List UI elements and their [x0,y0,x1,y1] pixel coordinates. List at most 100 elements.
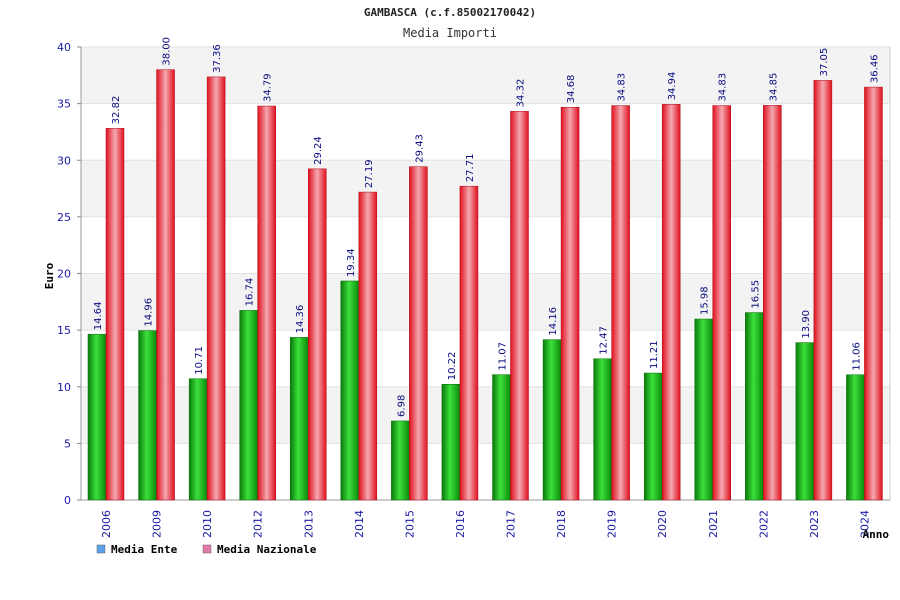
value-label: 38.00 [162,37,173,66]
bar-media-ente [492,374,511,501]
y-tick-label: 10 [57,381,71,394]
value-label: 10.22 [447,352,458,381]
y-tick-label: 40 [57,41,71,54]
x-axis-ticks: 2006 2009 2010 2012 2013 2014 2015 2016 2017 2018… [100,510,871,538]
x-tick-label: 2022 [757,510,770,538]
x-tick-label: 2023 [808,510,821,538]
value-label: 32.82 [111,96,122,125]
value-label: 12.47 [599,326,610,355]
bar-media-ente [643,372,663,501]
bar-media-nazionale [156,69,175,501]
legend: Media Ente Media Nazionale [96,543,317,556]
bar-media-ente [441,384,461,501]
value-label: 14.96 [144,298,155,327]
chart-subtitle: Media Importi [403,26,497,40]
value-label: 6.98 [396,395,407,417]
bar-media-ente [593,358,612,501]
x-tick-label: 2016 [454,510,467,538]
value-label: 29.43 [414,134,425,163]
bar-media-nazionale [661,104,681,501]
x-tick-label: 2014 [353,510,366,538]
value-label: 34.94 [667,72,678,101]
bar-media-nazionale [712,105,731,501]
bar-media-ente [290,337,309,501]
bar-media-nazionale [510,111,529,501]
legend-swatch-media-ente [96,544,106,554]
bar-media-ente [188,378,208,501]
bar-media-nazionale [763,105,782,501]
bar-media-ente [340,280,360,501]
value-label: 34.68 [566,75,577,104]
x-axis-label: Anno [863,528,890,541]
value-label: 34.83 [718,73,729,102]
bar-media-nazionale [358,191,378,501]
value-label: 37.36 [212,44,223,73]
bar-media-ente [391,420,410,501]
x-tick-label: 2006 [100,510,113,538]
y-tick-label: 20 [57,268,71,281]
y-tick-label: 30 [57,154,71,167]
bar-media-ente [745,312,764,501]
bar-media-ente [846,374,865,501]
value-label: 36.46 [869,54,880,83]
legend-label-media-nazionale: Media Nazionale [217,543,317,556]
value-label: 11.06 [851,342,862,371]
value-label: 16.55 [750,280,761,309]
bar-media-nazionale [813,80,833,501]
value-label: 34.83 [617,73,628,102]
x-tick-label: 2013 [302,510,315,538]
y-tick-label: 0 [64,494,71,507]
value-label: 29.24 [313,136,324,165]
value-label: 10.71 [194,346,205,375]
bar-media-ente [542,339,562,501]
value-label: 19.34 [346,248,357,277]
value-label: 14.36 [295,305,306,334]
chart-title: GAMBASCA (c.f.85002170042) [364,6,536,19]
bar-media-nazionale [206,76,226,501]
bar-media-nazionale [864,86,883,501]
x-tick-label: 2017 [505,510,518,538]
x-tick-label: 2018 [555,510,568,538]
x-tick-label: 2012 [252,510,265,538]
value-label: 15.98 [700,286,711,315]
x-tick-label: 2021 [707,510,720,538]
bar-media-nazionale [409,166,428,501]
bar-media-ente [239,310,258,501]
legend-label-media-ente: Media Ente [111,543,178,556]
x-tick-label: 2024 [858,510,871,538]
value-label: 14.16 [548,307,559,336]
x-tick-label: 2020 [656,510,669,538]
y-axis-label: Euro [43,262,56,289]
value-label: 34.85 [768,73,779,102]
legend-swatch-media-nazionale [202,544,212,554]
x-tick-label: 2019 [606,510,619,538]
bars [87,69,883,501]
bar-media-ente [87,333,107,501]
y-tick-label: 5 [64,437,71,450]
x-tick-label: 2010 [201,510,214,538]
x-tick-label: 2015 [403,510,416,538]
value-label: 27.71 [465,154,476,183]
value-label: 11.07 [498,342,509,371]
bar-media-nazionale [459,185,479,501]
x-tick-label: 2009 [151,510,164,538]
bar-media-nazionale [560,106,580,501]
value-label: 34.79 [263,73,274,102]
bar-media-nazionale [257,105,276,501]
y-tick-label: 35 [57,98,71,111]
value-label: 13.90 [801,310,812,339]
value-label: 34.32 [516,79,527,108]
value-label: 16.74 [245,278,256,307]
value-label: 37.05 [819,48,830,77]
y-tick-label: 25 [57,211,71,224]
bar-media-nazionale [105,128,125,501]
bar-media-ente [138,330,157,501]
bar-media-ente [795,342,815,501]
value-labels: 14.64 32.82 14.96 38.00 10.71 37.36 16.74 34.79… [93,37,880,417]
y-axis-ticks: 0 5 10 15 20 25 30 35 40 [57,41,81,507]
bar-media-nazionale [308,168,327,501]
bar-media-ente [694,318,713,501]
bar-media-nazionale [611,105,630,501]
y-tick-label: 15 [57,324,71,337]
